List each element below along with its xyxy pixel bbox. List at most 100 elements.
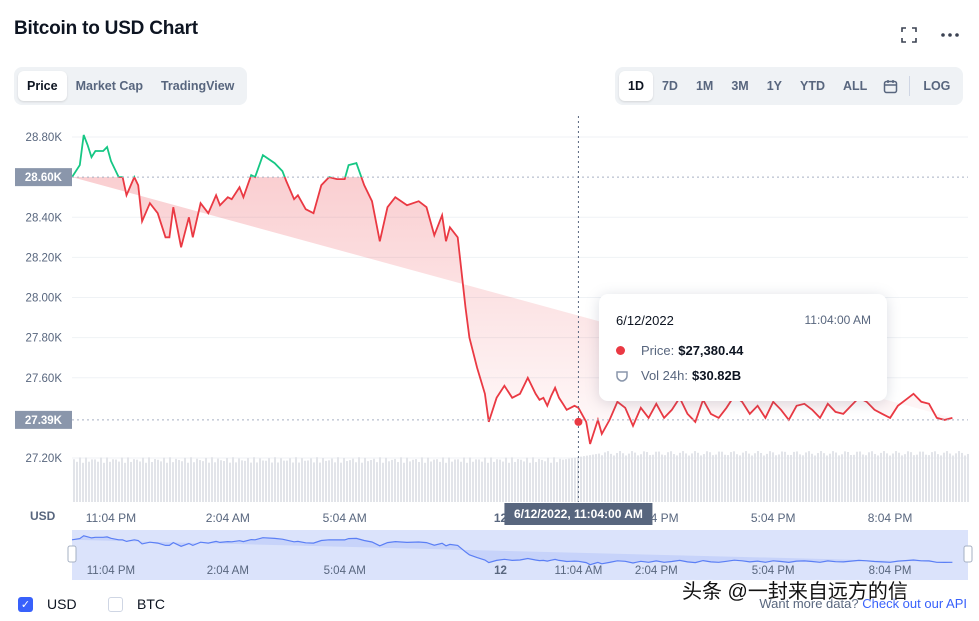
currency-axis-label: USD: [30, 509, 56, 523]
volume-bar: [469, 457, 471, 502]
volume-bar: [553, 457, 555, 502]
volume-bar: [382, 462, 384, 502]
volume-bar: [490, 457, 492, 502]
volume-bar: [943, 452, 945, 502]
volume-bar: [412, 459, 414, 502]
volume-bar: [895, 451, 897, 502]
volume-bar: [793, 451, 795, 502]
volume-bar: [97, 461, 99, 502]
volume-bar: [568, 458, 570, 502]
tab-price[interactable]: Price: [18, 71, 67, 101]
tab-market-cap[interactable]: Market Cap: [75, 79, 143, 93]
api-link[interactable]: Check out our API: [862, 596, 967, 611]
volume-bar: [844, 451, 846, 502]
volume-bar: [514, 461, 516, 502]
volume-bar: [808, 451, 810, 502]
volume-bar: [601, 455, 603, 502]
volume-bar: [727, 455, 729, 502]
volume-bar: [640, 454, 642, 502]
navigator-tick-label: 2:04 AM: [207, 565, 249, 577]
volume-bar: [565, 459, 567, 502]
log-toggle[interactable]: LOG: [923, 79, 951, 93]
volume-bar: [772, 452, 774, 502]
volume-bar: [829, 453, 831, 502]
more-dots-icon[interactable]: [939, 24, 961, 46]
volume-bar: [559, 458, 561, 502]
volume-bar: [370, 460, 372, 502]
btc-checkbox[interactable]: BTC: [108, 596, 165, 612]
volume-bar: [91, 459, 93, 502]
crosshair-label-box: [504, 503, 653, 525]
navigator-tick-label: 11:04 PM: [87, 565, 135, 577]
crosshair-label: 6/12/2022, 11:04:00 AM: [514, 507, 643, 521]
volume-bar: [262, 460, 264, 502]
volume-bar: [151, 462, 153, 502]
range-tab-1d[interactable]: 1D: [619, 71, 653, 101]
volume-bar: [166, 462, 168, 502]
volume-bar: [964, 455, 966, 502]
volume-bar: [868, 452, 870, 502]
check-icon: ✓: [18, 596, 33, 612]
volume-bar: [322, 458, 324, 502]
volume-bar: [376, 462, 378, 502]
volume-bar: [430, 461, 432, 502]
volume-bar: [529, 462, 531, 502]
expand-icon[interactable]: [898, 24, 920, 46]
volume-bar: [826, 455, 828, 502]
volume-bar: [580, 456, 582, 502]
volume-bar: [250, 462, 252, 502]
range-tab-7d[interactable]: 7D: [661, 79, 678, 93]
volume-bar: [649, 455, 651, 502]
volume-bar: [484, 457, 486, 502]
volume-bar: [562, 459, 564, 502]
volume-bar: [817, 453, 819, 502]
usd-checkbox[interactable]: ✓ USD: [18, 596, 77, 612]
calendar-icon[interactable]: [876, 71, 905, 101]
volume-bar: [691, 453, 693, 502]
volume-bar: [907, 451, 909, 502]
volume-bar: [148, 457, 150, 502]
volume-bar: [523, 461, 525, 502]
volume-bar: [499, 459, 501, 502]
volume-bar: [892, 453, 894, 502]
y-tick-label: 28.80K: [26, 132, 63, 144]
range-tabs: 1D 7D 1M 3M 1Y YTD ALL LOG: [615, 67, 964, 105]
range-tab-1m[interactable]: 1M: [695, 79, 714, 93]
volume-bar: [343, 457, 345, 502]
volume-bar: [622, 453, 624, 502]
range-tab-ytd[interactable]: YTD: [800, 79, 826, 93]
volume-bar: [460, 461, 462, 502]
volume-bar: [673, 454, 675, 502]
volume-bar: [331, 458, 333, 502]
volume-bar: [85, 457, 87, 502]
volume-bar: [505, 457, 507, 502]
volume-bar: [904, 454, 906, 502]
range-tab-all[interactable]: ALL: [843, 79, 868, 93]
navigator-handle-right[interactable]: [963, 545, 973, 563]
volume-bar: [424, 462, 426, 502]
volume-bar: [655, 451, 657, 502]
volume-bar: [703, 454, 705, 502]
volume-bar: [823, 453, 825, 502]
volume-bar: [355, 462, 357, 502]
volume-bar: [730, 452, 732, 502]
volume-bar: [736, 454, 738, 502]
volume-bar: [361, 462, 363, 502]
volume-bar: [280, 458, 282, 502]
volume-bar: [454, 459, 456, 502]
volume-bar: [571, 458, 573, 502]
navigator-handle-left[interactable]: [67, 545, 77, 563]
volume-bar: [334, 462, 336, 502]
volume-bar: [610, 453, 612, 502]
volume-bar: [100, 457, 102, 502]
range-tab-3m[interactable]: 3M: [731, 79, 749, 93]
volume-bar: [700, 455, 702, 502]
volume-bar: [592, 454, 594, 502]
volume-bar: [883, 451, 885, 502]
volume-bar: [289, 458, 291, 502]
chart-type-tabs: Price Market Cap TradingView: [14, 67, 248, 105]
tab-tradingview[interactable]: TradingView: [160, 79, 235, 93]
range-tab-1y[interactable]: 1Y: [766, 79, 783, 93]
volume-bar: [967, 453, 969, 502]
volume-bar: [952, 455, 954, 502]
